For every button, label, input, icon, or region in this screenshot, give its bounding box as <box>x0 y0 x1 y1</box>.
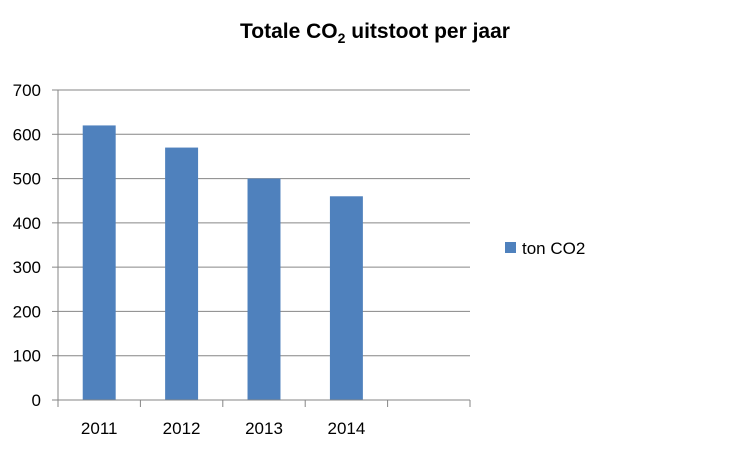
x-tick-label: 2014 <box>327 419 365 438</box>
chart-title-main: Totale CO <box>240 20 338 43</box>
y-tick-label: 300 <box>13 258 41 277</box>
y-tick-label: 600 <box>13 125 41 144</box>
y-tick-label: 0 <box>32 391 41 410</box>
legend: ton CO2 <box>505 239 585 258</box>
y-tick-label: 400 <box>13 214 41 233</box>
bar-2011 <box>82 125 116 400</box>
chart-title-subscript: 2 <box>338 30 346 46</box>
y-axis-ticks: 0 100 200 300 400 500 600 700 <box>13 81 58 410</box>
bar-2014 <box>329 196 363 400</box>
y-tick-label: 500 <box>13 170 41 189</box>
x-tick-label: 2012 <box>163 419 201 438</box>
y-tick-label: 700 <box>13 81 41 100</box>
legend-swatch <box>505 242 516 253</box>
chart-title: Totale CO2 uitstoot per jaar <box>240 20 510 46</box>
legend-label: ton CO2 <box>522 239 585 258</box>
bar-2012 <box>165 147 199 400</box>
x-axis-ticks: 2011 2012 2013 2014 <box>57 400 471 438</box>
chart-title-rest: uitstoot per jaar <box>345 20 510 43</box>
y-tick-label: 100 <box>13 347 41 366</box>
bars <box>82 125 363 400</box>
x-tick-label: 2013 <box>245 419 283 438</box>
bar-2013 <box>247 178 281 400</box>
axes <box>57 90 470 401</box>
y-tick-label: 200 <box>13 302 41 321</box>
x-tick-label: 2011 <box>81 419 118 438</box>
